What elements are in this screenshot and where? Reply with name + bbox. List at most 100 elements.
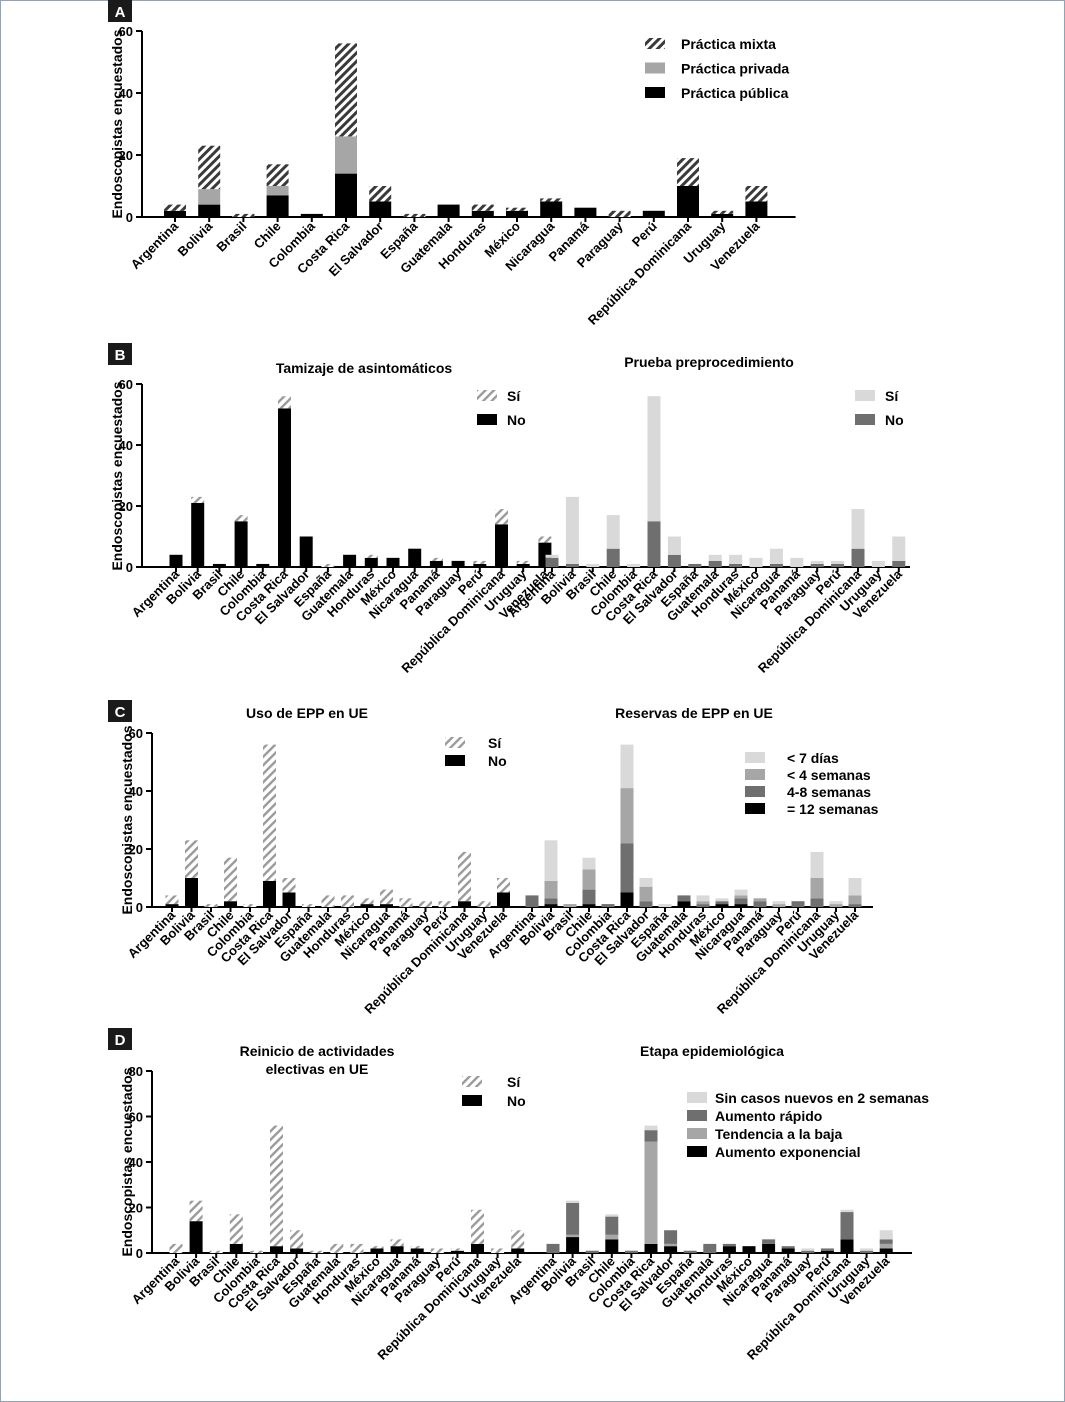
panel-label-D: D <box>115 1032 126 1049</box>
bar-black <box>620 892 634 907</box>
bar-hatch_light <box>399 898 413 907</box>
bar-black <box>369 201 392 217</box>
bar-gray_dark <box>606 548 620 567</box>
y-tick-label: 20 <box>129 842 143 857</box>
y-tick-label: 60 <box>129 1110 143 1125</box>
bar-gray_light <box>831 560 845 564</box>
legend-swatch <box>745 769 765 780</box>
bar-gray_light <box>790 557 804 567</box>
bar-gray_light <box>871 560 885 567</box>
legend-swatch <box>462 1095 482 1106</box>
y-tick-label: 60 <box>119 24 133 39</box>
bar-hatch_light <box>321 895 335 907</box>
bar-gray_light <box>696 895 710 902</box>
chart-title: Etapa epidemiológica <box>640 1043 784 1059</box>
bar-black <box>734 904 748 907</box>
legend-label: Tendencia a la baja <box>715 1126 843 1142</box>
y-tick-label: 40 <box>119 438 133 453</box>
bar-gray_dark <box>791 901 805 907</box>
bar-hatch_light <box>491 1248 505 1253</box>
bar-black <box>408 548 422 567</box>
bar-gray_dark <box>860 1250 874 1253</box>
y-tick-label: 60 <box>129 726 143 741</box>
bar-gray_dark <box>585 1250 599 1253</box>
bar-hatch_light <box>243 904 257 907</box>
bar-gray_mid <box>829 904 843 907</box>
bar-black <box>781 1248 795 1253</box>
bar-gray_dark <box>831 563 845 567</box>
legend-swatch <box>745 803 765 814</box>
chart-title: Uso de EPP en UE <box>246 705 368 721</box>
bar-black <box>164 210 186 217</box>
bar-black <box>263 880 276 907</box>
bar-gray_mid <box>772 904 786 907</box>
bar-gray_mid <box>734 895 748 899</box>
bar-gray_dark <box>525 895 539 907</box>
y-tick-label: 40 <box>129 1155 143 1170</box>
bar-gray_light <box>606 515 620 549</box>
bar-hatch_light <box>169 1243 183 1253</box>
bar-gray_light <box>647 396 661 522</box>
bar-gray_light <box>810 851 824 878</box>
bar-gray_light <box>544 840 558 881</box>
bar-gray_mid <box>566 1234 580 1238</box>
bar-gray_light <box>667 536 681 555</box>
bar-black <box>642 210 665 217</box>
bar-black <box>497 892 510 907</box>
bar-hatch <box>506 207 528 211</box>
bar-gray_mid <box>848 895 862 905</box>
bar-black <box>677 901 691 907</box>
bar-gray_light <box>729 554 743 564</box>
bar-black <box>471 210 494 217</box>
y-tick-label: 0 <box>136 1246 143 1261</box>
bar-hatch_light <box>516 560 530 564</box>
bar-black <box>711 213 734 217</box>
bar-hatch_light <box>290 1230 304 1249</box>
bar-hatch_light <box>350 1243 364 1253</box>
bar-hatch_light <box>341 895 354 907</box>
bar-black <box>282 892 296 907</box>
y-tick-label: 0 <box>126 210 133 225</box>
legend-swatch <box>477 414 497 425</box>
bar-gray_dark <box>722 1243 736 1247</box>
bar-black <box>762 1243 776 1253</box>
y-tick-label: 20 <box>129 1201 143 1216</box>
bar-black <box>511 1248 525 1253</box>
bar-gray_dark <box>546 1243 560 1253</box>
legend-label: Sí <box>507 388 521 404</box>
bar-black <box>386 557 400 567</box>
bar-gray_mid <box>266 186 289 196</box>
legend-swatch <box>645 62 665 74</box>
bar-hatch_light <box>249 1250 263 1253</box>
bar-hatch_light <box>189 1200 203 1222</box>
bar-gray_dark <box>753 901 767 907</box>
bar-gray_mid <box>620 788 634 844</box>
bar-hatch_light <box>191 496 205 503</box>
bar-black <box>566 1237 580 1253</box>
bar-black <box>820 1250 834 1253</box>
chart-title: Tamizaje de asintomáticos <box>276 360 453 376</box>
bar-black <box>574 207 597 217</box>
bar-gray_mid <box>753 898 767 902</box>
bar-hatch <box>471 204 494 211</box>
legend-swatch <box>687 1110 707 1121</box>
bar-black <box>198 204 221 217</box>
bar-gray_light <box>566 1200 580 1203</box>
legend-swatch <box>745 752 765 763</box>
bar-black <box>299 536 313 567</box>
bar-black <box>664 1246 678 1253</box>
chart-title: Reservas de EPP en UE <box>615 705 773 721</box>
bar-gray_light <box>772 901 786 905</box>
bar-hatch_light <box>209 1250 223 1253</box>
bar-hatch_light <box>473 560 487 564</box>
bar-black <box>437 204 460 217</box>
bar-gray_light <box>605 1214 619 1217</box>
legend-swatch <box>445 737 465 748</box>
bar-black <box>458 901 471 907</box>
bar-black <box>677 186 699 217</box>
y-tick-label: 40 <box>129 784 143 799</box>
bar-hatch_light <box>224 857 237 902</box>
legend-label: No <box>507 412 526 428</box>
